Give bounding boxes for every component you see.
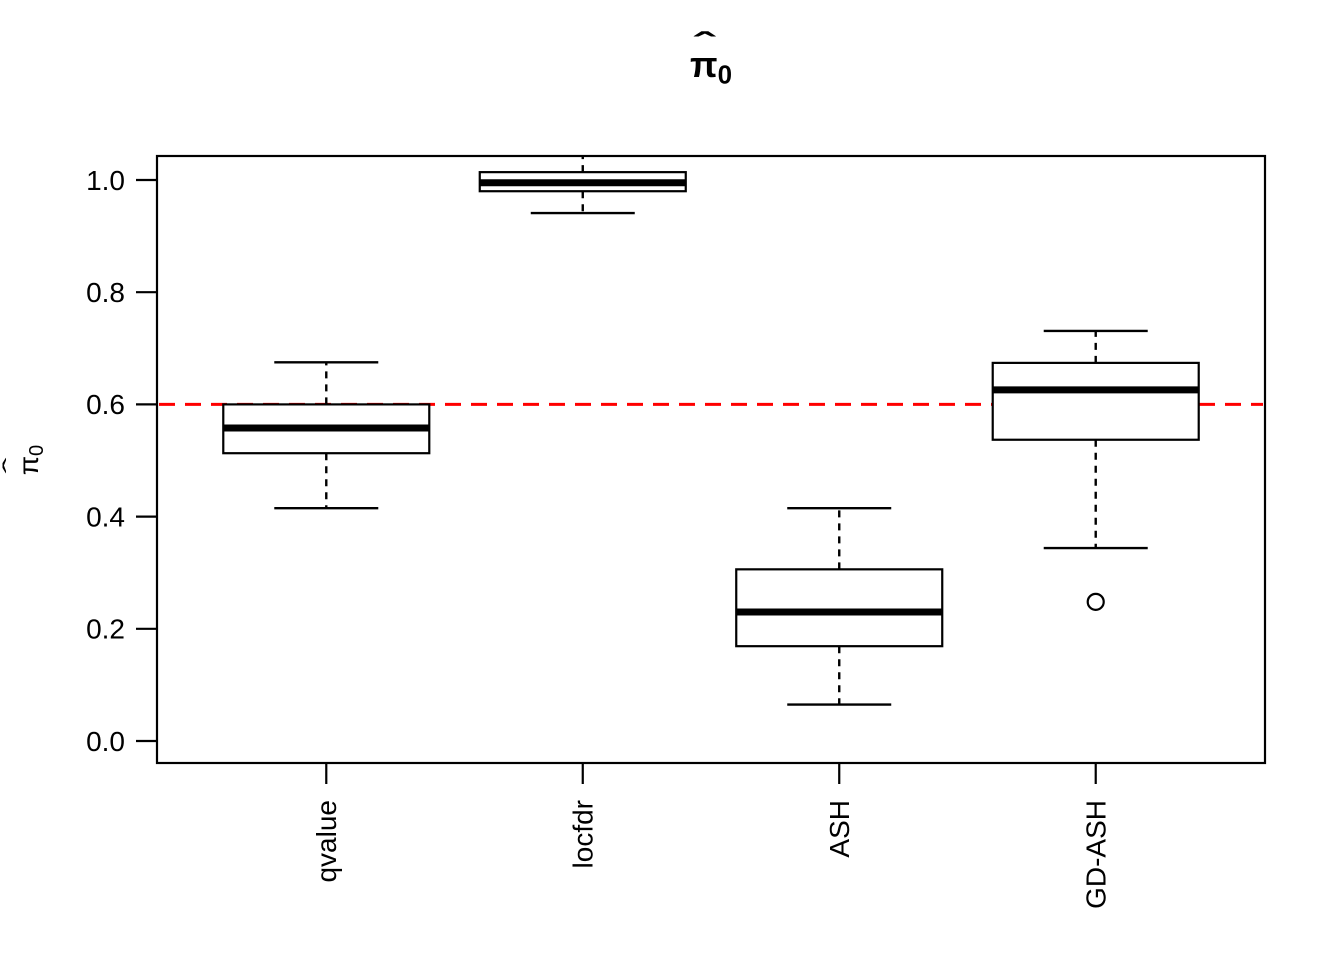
y-axis-tick-label: 1.0 (86, 165, 125, 196)
x-axis-tick-label: locfdr (568, 800, 599, 868)
box-rect (991, 361, 1200, 441)
x-axis-tick-label: qvalue (311, 800, 342, 883)
x-axis-tick-label: ASH (824, 800, 855, 858)
boxplot-locfdr (478, 156, 687, 215)
box-rect (735, 568, 944, 648)
x-axis-tick-label: GD-ASH (1081, 800, 1112, 909)
boxplot-qvalue (222, 361, 431, 510)
outlier-point (1086, 592, 1105, 611)
y-axis-tick-label: 0.2 (86, 614, 125, 645)
hat-accent: ˆ (693, 27, 714, 62)
y-axis-tick-label: 0.4 (86, 501, 125, 532)
plot-frame (155, 154, 1267, 765)
boxplot-ASH (735, 506, 944, 706)
pi-subscript: 0 (717, 61, 732, 90)
y-axis-tick-label: 0.0 (86, 726, 125, 757)
chart-title: ˆ π0 (157, 29, 1265, 94)
y-axis-tick-label: 0.8 (86, 277, 125, 308)
pi-base: π (690, 44, 718, 85)
boxplot-GD-ASH (991, 329, 1200, 611)
y-axis-tick-label: 0.6 (86, 389, 125, 420)
